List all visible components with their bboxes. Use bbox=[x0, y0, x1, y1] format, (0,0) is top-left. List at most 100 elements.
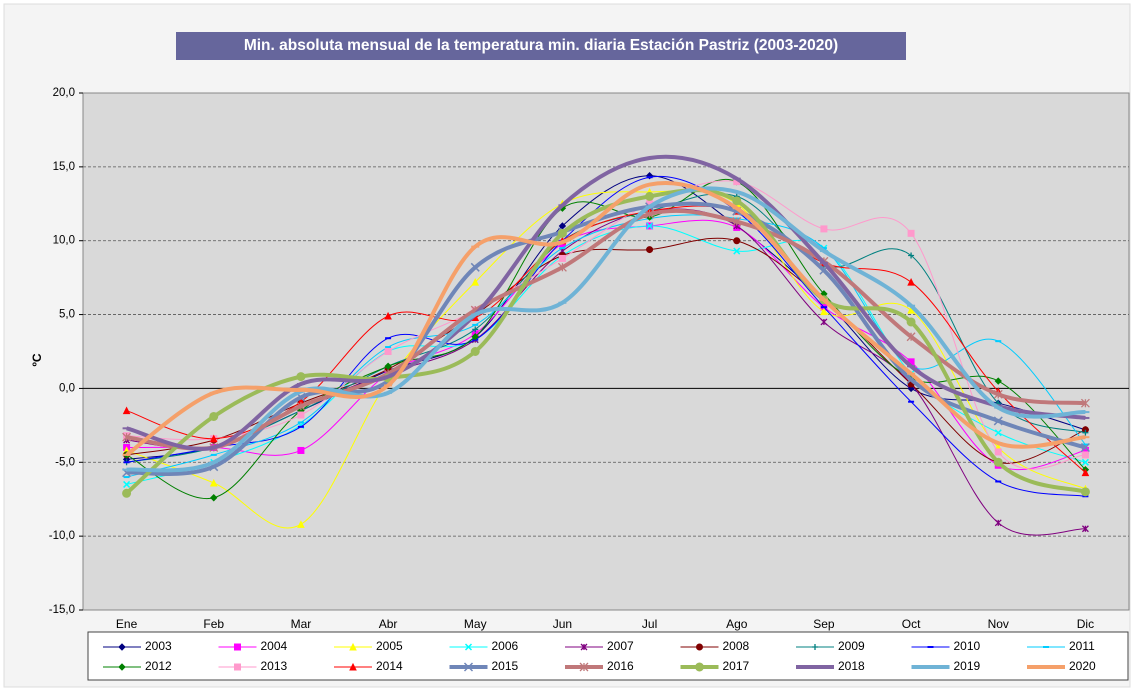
marker bbox=[557, 262, 567, 272]
marker bbox=[907, 229, 915, 237]
marker bbox=[122, 432, 132, 442]
marker bbox=[472, 326, 479, 333]
marker bbox=[993, 416, 1003, 426]
legend-label: 2005 bbox=[376, 639, 403, 653]
marker bbox=[209, 478, 218, 487]
marker bbox=[732, 217, 742, 226]
marker bbox=[733, 247, 741, 255]
marker bbox=[908, 252, 915, 259]
marker bbox=[234, 643, 241, 651]
marker bbox=[384, 362, 392, 370]
marker bbox=[579, 662, 589, 672]
marker bbox=[696, 643, 703, 651]
marker bbox=[1081, 468, 1090, 477]
marker bbox=[580, 643, 588, 651]
marker bbox=[645, 191, 655, 201]
legend-label: 2020 bbox=[1069, 659, 1096, 673]
marker bbox=[820, 307, 828, 316]
y-tick-label: -15,0 bbox=[49, 604, 75, 616]
marker bbox=[122, 406, 131, 415]
legend-label: 2007 bbox=[607, 639, 634, 653]
legend-label: 2014 bbox=[376, 659, 403, 673]
marker bbox=[1081, 451, 1089, 459]
marker bbox=[470, 262, 480, 272]
y-tick-label: 20,0 bbox=[53, 87, 75, 99]
x-tick-label: Ene bbox=[116, 617, 138, 631]
series bbox=[122, 181, 1090, 457]
marker bbox=[906, 317, 916, 327]
marker bbox=[297, 411, 305, 419]
marker bbox=[1080, 398, 1090, 408]
x-tick-label: Nov bbox=[988, 617, 1009, 631]
marker bbox=[297, 520, 305, 528]
marker bbox=[384, 348, 392, 355]
marker bbox=[209, 411, 219, 421]
marker bbox=[733, 237, 741, 245]
marker bbox=[384, 311, 392, 320]
marker bbox=[471, 277, 480, 286]
marker bbox=[907, 277, 915, 286]
series bbox=[122, 154, 1090, 451]
x-tick-label: Jun bbox=[553, 617, 572, 631]
marker bbox=[994, 429, 1002, 437]
series-line bbox=[126, 208, 1086, 451]
x-tick-label: May bbox=[464, 617, 487, 631]
marker bbox=[1082, 429, 1089, 436]
marker bbox=[994, 377, 1002, 385]
marker bbox=[907, 306, 915, 314]
legend-label: 2012 bbox=[145, 659, 172, 673]
marker bbox=[296, 372, 306, 382]
x-tick-label: Abr bbox=[379, 617, 398, 631]
marker bbox=[1080, 442, 1090, 453]
marker bbox=[349, 642, 357, 651]
marker bbox=[646, 246, 654, 254]
legend-label: 2019 bbox=[954, 659, 981, 673]
marker bbox=[993, 457, 1003, 467]
x-tick-label: Mar bbox=[291, 617, 312, 631]
marker bbox=[234, 663, 241, 671]
legend-label: 2006 bbox=[492, 639, 519, 653]
plot-area bbox=[82, 92, 1130, 611]
y-tick-label: -5,0 bbox=[55, 456, 75, 468]
marker bbox=[994, 519, 1002, 527]
marker bbox=[349, 662, 357, 671]
marker bbox=[906, 332, 916, 342]
marker bbox=[732, 196, 742, 206]
marker bbox=[645, 209, 655, 219]
title-box bbox=[176, 32, 906, 60]
y-tick-label: 10,0 bbox=[53, 235, 75, 247]
marker bbox=[820, 318, 828, 326]
y-tick-label: 15,0 bbox=[53, 161, 75, 173]
x-tick-label: Oct bbox=[902, 617, 921, 631]
legend-box bbox=[87, 631, 1129, 681]
marker bbox=[646, 222, 654, 230]
legend-label: 2015 bbox=[492, 659, 519, 673]
marker bbox=[210, 494, 218, 502]
marker bbox=[820, 225, 828, 233]
x-tick-label: Sep bbox=[813, 617, 835, 631]
marker bbox=[1080, 487, 1090, 497]
legend-label: 2009 bbox=[838, 639, 865, 653]
marker bbox=[695, 662, 704, 672]
legend-label: 2003 bbox=[145, 639, 172, 653]
marker bbox=[993, 389, 1003, 399]
x-tick-label: Dic bbox=[1077, 617, 1094, 631]
y-tick-label: 0,0 bbox=[59, 382, 75, 394]
marker bbox=[209, 434, 218, 443]
marker bbox=[812, 644, 818, 650]
legend-label: 2016 bbox=[607, 659, 634, 673]
marker bbox=[122, 488, 132, 498]
marker bbox=[118, 643, 126, 651]
legend-label: 2013 bbox=[261, 659, 288, 673]
marker bbox=[464, 643, 473, 651]
marker bbox=[470, 347, 480, 356]
marker bbox=[994, 448, 1002, 456]
x-tick-label: Feb bbox=[203, 617, 224, 631]
legend-label: 2018 bbox=[838, 659, 865, 673]
legend-label: 2004 bbox=[261, 639, 288, 653]
marker bbox=[557, 228, 567, 238]
series bbox=[122, 208, 1090, 452]
marker bbox=[471, 333, 479, 341]
x-tick-label: Jul bbox=[642, 617, 657, 631]
